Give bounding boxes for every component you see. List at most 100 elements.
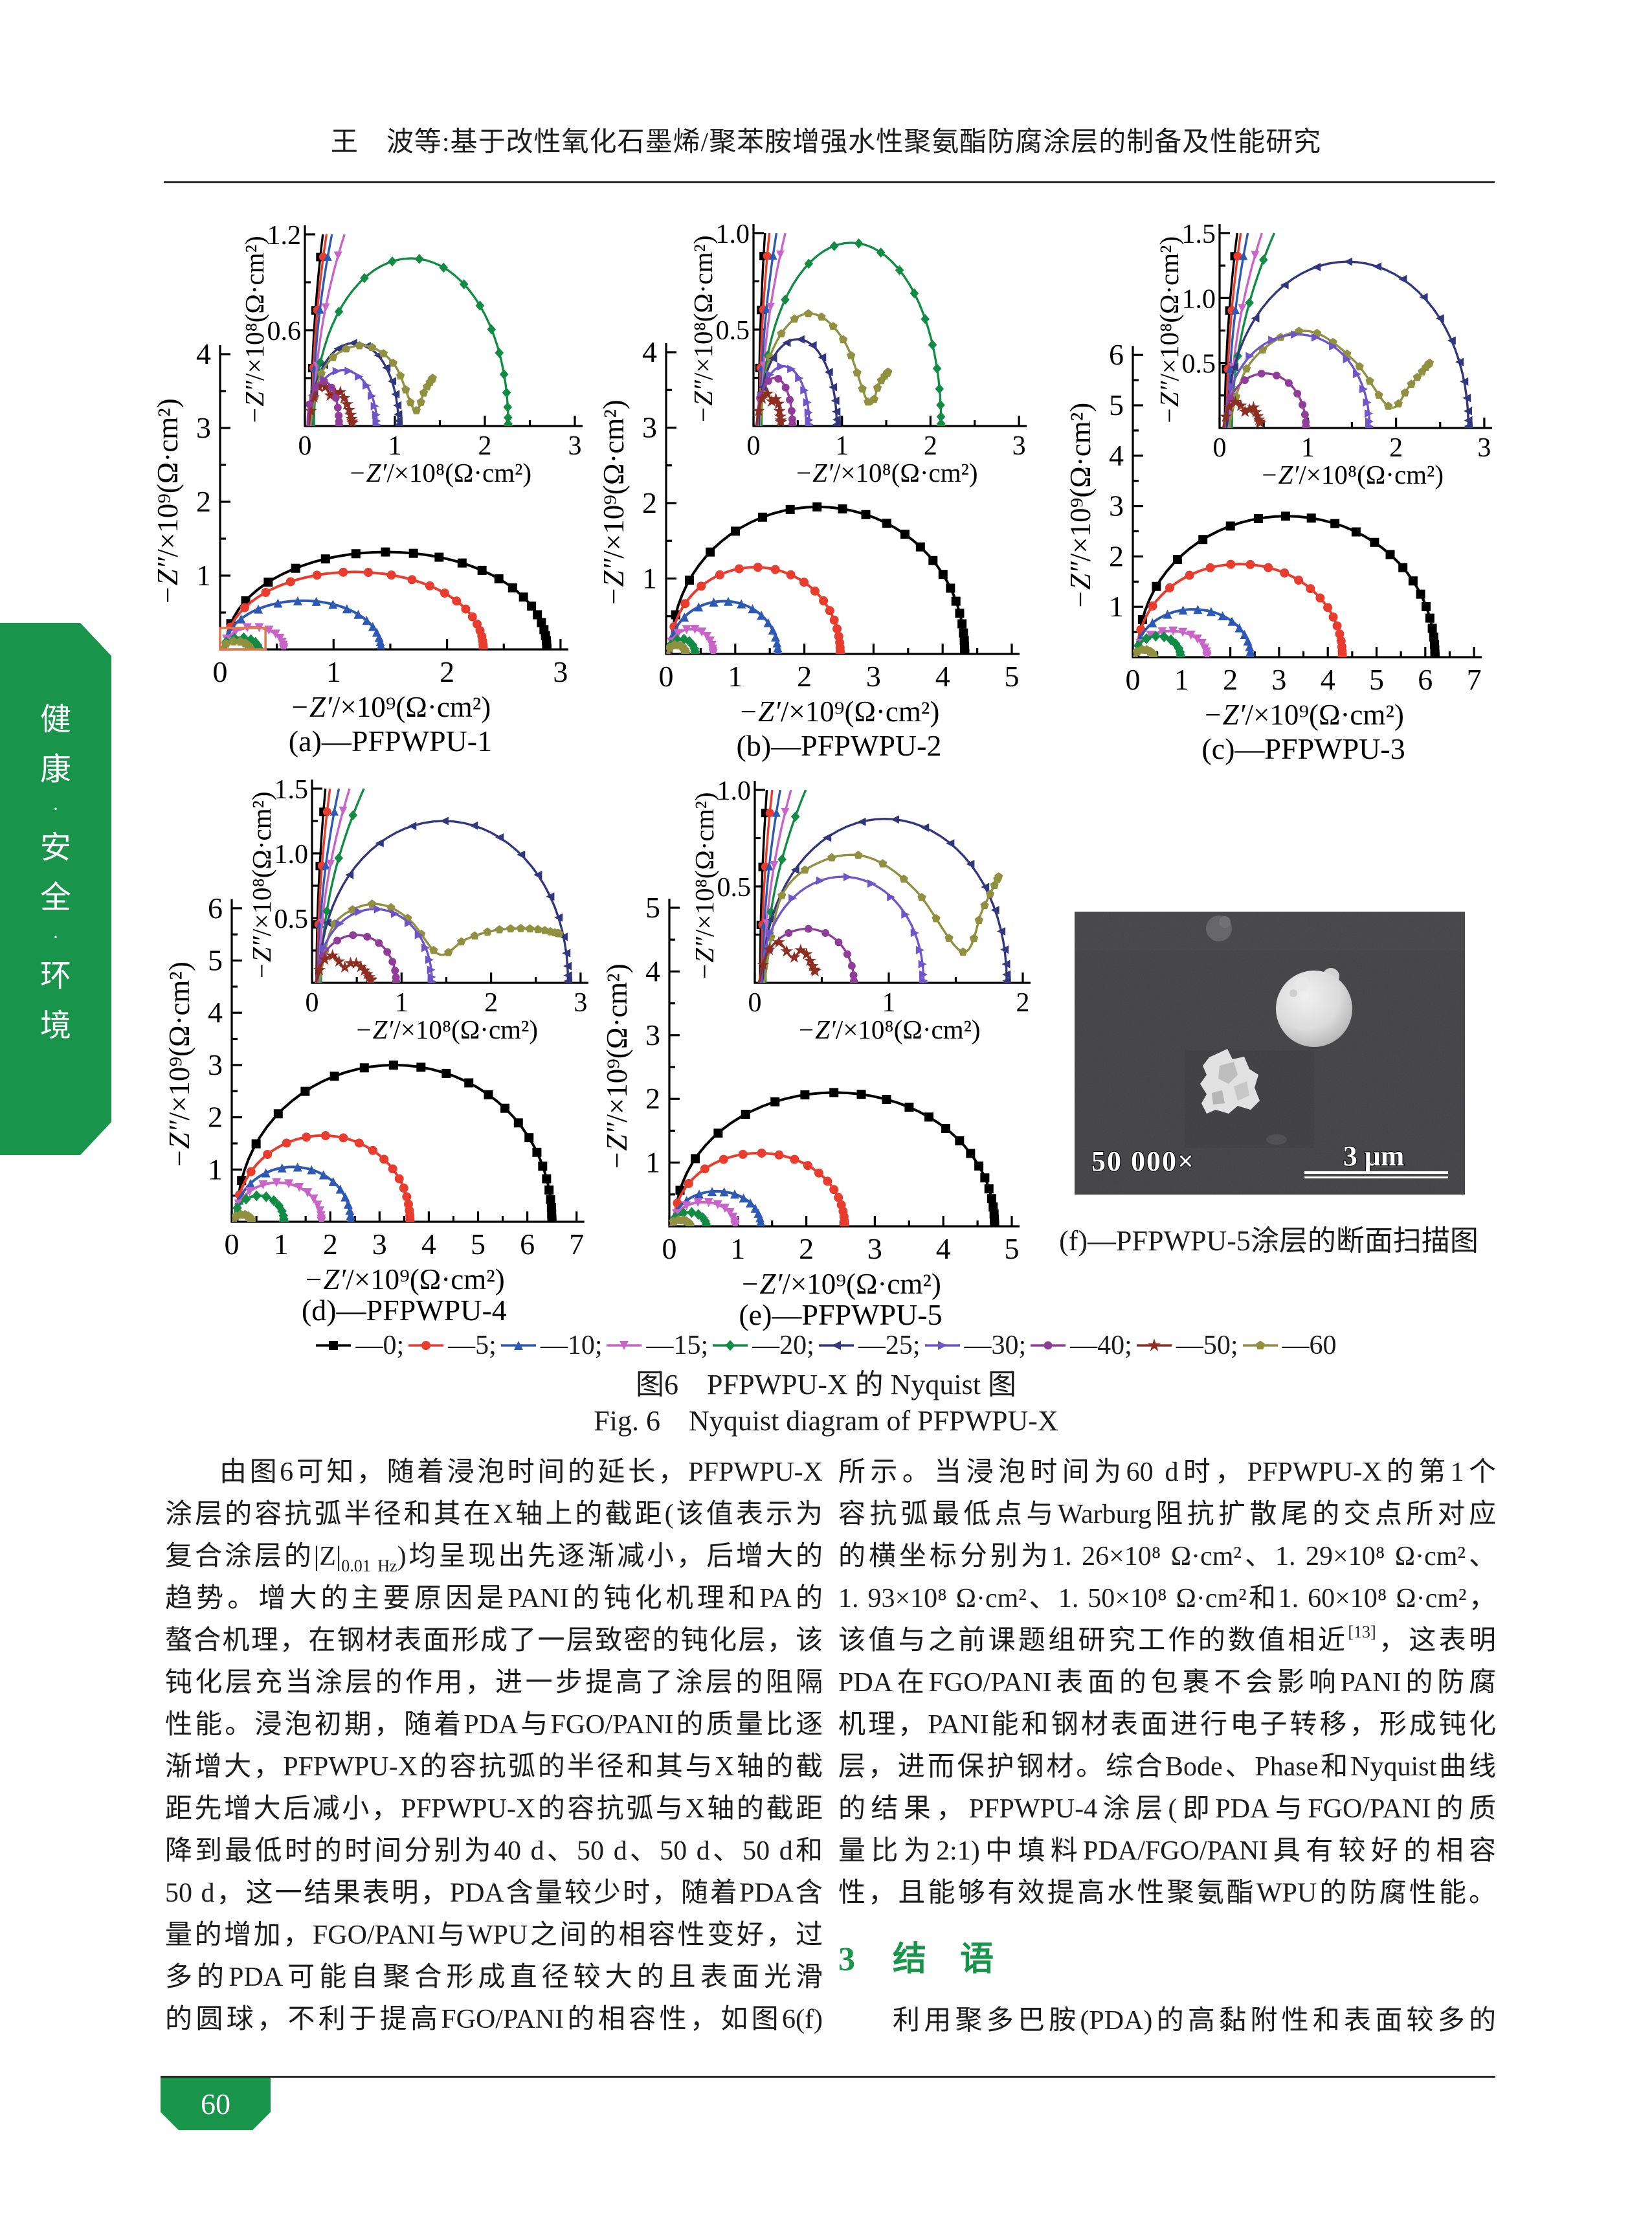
panel-caption-e: (e)—PFPWPU-5 [739,1298,942,1331]
series-marker [786,396,794,404]
series-marker [823,1176,832,1186]
series-marker [1243,403,1256,415]
series-marker [339,1133,348,1143]
figure-legend: —0; —5; —10; —15; —20; —25; —30; —40; —50; —60 [149,1330,1503,1361]
series-marker [499,369,509,379]
series-marker [709,597,719,607]
series-marker [1147,1338,1161,1351]
series-marker [763,618,773,627]
series-marker [836,649,845,654]
legend-label: —40; [1070,1331,1132,1360]
series-marker [832,422,841,426]
y-tick-label: 3 [1109,489,1124,523]
series-marker [915,542,925,552]
legend-marker-pent-icon [1242,1340,1278,1350]
series-marker [1227,381,1236,390]
y-tick-label: 3 [642,411,657,444]
series-marker [1455,357,1464,366]
series-marker [388,958,397,966]
x-tick-label: 2 [440,655,454,688]
series-marker [685,1221,695,1226]
x-tick-label: 0 [298,431,312,461]
y-axis-title: −Z″/×10⁹(Ω·cm²) [1064,403,1097,610]
x-tick-label: 0 [1126,663,1141,696]
x-axis-title: −Z′/×10⁸(Ω·cm²) [1260,460,1444,489]
series-marker [563,971,572,980]
series-marker [936,411,946,422]
series-marker [1464,407,1473,416]
series-marker [272,1178,282,1187]
series-marker [1198,535,1208,545]
series-marker [329,387,342,399]
main-series [1133,512,1440,657]
body-text-line: 1. 93×10⁸ Ω·cm²、1. 50×10⁸ Ω·cm²和1. 60×10… [838,1584,1496,1613]
x-tick-label: 0 [225,1228,240,1261]
tick-labels: 0 1 2 3 4 5 1 2 3 4 5 [645,891,1020,1265]
series-marker [1315,593,1325,603]
series-marker [1291,330,1300,339]
series-marker [1280,512,1290,521]
body-column-right: 所示。当浸泡时间为60 d时，PFPWPU-X的第1个 容抗弧最低点与Warbur… [838,1452,1496,2042]
series-marker [748,604,757,614]
series-marker [320,1130,330,1140]
series-marker [788,950,801,963]
series-marker [391,390,400,399]
series-marker [230,627,240,636]
series-marker [1242,364,1251,373]
series-marker [538,1162,548,1171]
series-marker [559,932,568,941]
body-text-line: 螯合机理，在钢材表面形成了一层致密的钝化层，该 [165,1626,823,1656]
series-marker [988,1202,998,1212]
body-text-line: 机理，PANI能和钢材表面进行电子转移，形成钝化 [838,1710,1496,1740]
series-marker [1245,642,1255,651]
panel-caption-b: (b)—PFPWPU-2 [737,729,942,762]
y-tick-label: 0.5 [716,316,750,346]
legend-item-40: —40; [1030,1330,1132,1361]
series-marker [1328,613,1338,622]
legend-item-5: —5; [408,1330,497,1361]
y-axis-title: −Z″/×10⁸(Ω·cm²) [689,792,719,980]
series-marker [1185,570,1194,580]
series-marker [315,305,324,314]
series-marker [1239,251,1248,260]
series-marker [261,588,271,598]
sidebar-char: 环 [39,959,71,993]
series-marker [753,563,763,572]
series-marker [525,924,535,933]
series-marker [1234,623,1244,633]
y-axis-title: −Z″/×10⁹(Ω·cm²) [601,963,633,1171]
x-tick-label: 0 [662,1232,677,1265]
series-marker [772,397,785,409]
y-axis-title: −Z″/×10⁸(Ω·cm²) [247,791,276,980]
series-marker [849,971,858,980]
y-tick-label: 1.5 [274,775,309,805]
legend-marker-diamond-icon [713,1340,748,1351]
series-marker [343,1199,353,1209]
series-marker [319,943,328,952]
series-marker [229,636,238,646]
body-text-line: 层，进而保护钢材。综合Bode、Phase和Nyquist曲线 [838,1752,1496,1782]
legend-label: —20; [752,1331,814,1360]
series-marker [339,567,348,577]
series-marker [814,1168,823,1178]
series-marker [818,353,827,362]
series-marker [416,1062,426,1072]
series-marker [368,343,377,352]
legend-item-50: —50; [1136,1330,1238,1361]
legend-label: —5; [448,1331,497,1360]
series-marker [399,1184,408,1193]
body-text-line: 量比为2:1)中填料PDA/FGO/PANI具有较好的相容 [838,1836,1496,1866]
series-marker [928,556,938,565]
series-marker [1166,634,1176,646]
inset-series [756,789,1011,983]
series-marker [1447,336,1456,345]
series-marker [353,609,363,619]
series-marker [1425,613,1434,623]
series-marker [408,822,417,831]
series-marker [425,955,434,964]
series-marker [1337,653,1347,657]
series-marker [359,1063,369,1073]
series-marker [305,404,317,417]
y-tick-label: 1.5 [1182,219,1216,249]
x-tick-label: 2 [323,1228,338,1261]
